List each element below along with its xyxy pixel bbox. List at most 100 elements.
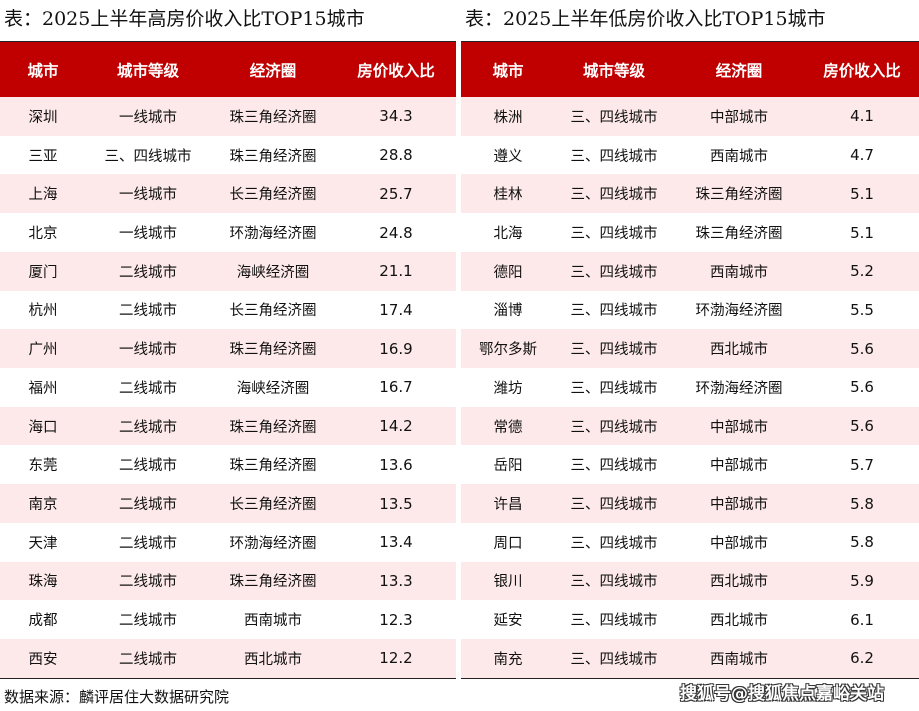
region-cell: 长三角经济圈 [229,497,317,514]
ratio-cell: 5.5 [850,300,874,319]
city-cell: 银川 [493,574,523,591]
right-table-title: 表：2025上半年低房价收入比TOP15城市 [465,8,826,30]
city-cell: 株洲 [493,109,523,126]
region-cell: 珠三角经济圈 [229,342,317,359]
region-cell: 西北城市 [710,613,768,630]
header-cell: 城市等级 [116,60,179,80]
ratio-cell: 5.8 [850,494,874,513]
tier-cell: 二线城市 [119,651,177,668]
ratio-cell: 6.1 [850,610,874,629]
region-cell: 长三角经济圈 [229,187,317,204]
region-cell: 环渤海经济圈 [229,226,317,243]
ratio-cell: 5.9 [850,571,874,590]
ratio-cell: 5.2 [850,262,874,281]
table-row: 海口 二线城市 珠三角经济圈 14.2 [0,406,456,446]
header-cell: 房价收入比 [823,60,901,80]
city-cell: 延安 [493,613,523,630]
table-row: 潍坊 三、四线城市 环渤海经济圈 5.6 [461,368,919,407]
table-row: 杭州 二线城市 长三角经济圈 17.4 [0,291,456,330]
city-cell: 北京 [28,226,58,243]
city-cell: 桂林 [493,187,523,204]
ratio-cell: 14.2 [379,417,413,436]
tier-cell: 三、四线城市 [570,187,658,204]
city-cell: 上海 [28,187,58,204]
tier-cell: 二线城市 [119,613,177,630]
region-cell: 西北城市 [710,342,768,359]
header-cell: 城市 [27,60,59,80]
ratio-cell: 17.4 [379,300,413,319]
ratio-cell: 13.5 [379,494,413,513]
ratio-cell: 12.3 [379,610,413,629]
ratio-cell: 21.1 [379,262,413,281]
region-cell: 中部城市 [710,497,768,514]
ratio-cell: 16.9 [379,339,413,358]
region-cell: 环渤海经济圈 [695,380,783,397]
city-cell: 厦门 [28,264,58,281]
city-cell: 遵义 [493,148,523,165]
city-cell: 西安 [28,651,58,668]
city-cell: 潍坊 [493,380,523,397]
region-cell: 海峡经济圈 [236,380,310,397]
tier-cell: 二线城市 [119,264,177,281]
region-cell: 长三角经济圈 [229,303,317,320]
city-cell: 海口 [28,419,58,436]
city-cell: 常德 [493,419,523,436]
header-cell: 经济圈 [249,60,297,80]
table-row: 珠海 二线城市 珠三角经济圈 13.3 [0,561,456,601]
ratio-cell: 5.6 [850,417,874,436]
city-cell: 鄂尔多斯 [479,342,537,359]
region-cell: 西北城市 [244,651,302,668]
header-cell: 经济圈 [715,60,763,80]
region-cell: 珠三角经济圈 [229,148,317,165]
tier-cell: 三、四线城市 [570,535,658,552]
tier-cell: 三、四线城市 [570,574,658,591]
region-cell: 中部城市 [710,109,768,126]
ratio-cell: 6.2 [850,649,874,668]
table-row: 周口 三、四线城市 中部城市 5.8 [461,523,919,562]
table-row: 深圳 一线城市 珠三角经济圈 34.3 [0,97,456,136]
high-ratio-table: 城市 城市等级 经济圈 房价收入比 深圳 一线城市 珠三角经济圈 34.3 三亚 三、四线城市 珠三… [0,41,456,679]
region-cell: 中部城市 [710,458,768,475]
ratio-cell: 5.1 [850,223,874,242]
region-cell: 西南城市 [710,651,768,668]
left-table-title: 表：2025上半年高房价收入比TOP15城市 [4,8,365,30]
table-row: 成都 二线城市 西南城市 12.3 [0,600,456,639]
table-row: 南充 三、四线城市 西南城市 6.2 [461,639,919,678]
region-cell: 珠三角经济圈 [229,574,317,591]
city-cell: 南充 [493,651,523,668]
city-cell: 成都 [28,613,58,630]
table-row: 天津 二线城市 环渤海经济圈 13.4 [0,523,456,562]
tier-cell: 一线城市 [119,226,177,243]
tier-cell: 一线城市 [119,342,177,359]
table-row: 株洲 三、四线城市 中部城市 4.1 [461,97,919,136]
ratio-cell: 28.8 [379,146,413,165]
ratio-cell: 5.8 [850,533,874,552]
table-row: 上海 一线城市 长三角经济圈 25.7 [0,174,456,214]
tier-cell: 二线城市 [119,419,177,436]
region-cell: 西南城市 [710,264,768,281]
tier-cell: 二线城市 [119,380,177,397]
city-cell: 岳阳 [493,458,523,475]
table-header: 城市 城市等级 经济圈 房价收入比 [0,42,456,97]
tier-cell: 三、四线城市 [104,148,192,165]
header-cell: 城市 [492,60,524,80]
header-cell: 房价收入比 [357,60,435,80]
table-row: 北海 三、四线城市 珠三角经济圈 5.1 [461,213,919,252]
city-cell: 杭州 [28,303,58,320]
city-cell: 深圳 [28,109,58,126]
tier-cell: 一线城市 [119,187,177,204]
city-cell: 广州 [28,342,58,359]
tier-cell: 三、四线城市 [570,497,658,514]
table-row: 德阳 三、四线城市 西南城市 5.2 [461,251,919,291]
region-cell: 珠三角经济圈 [695,187,783,204]
table-row: 延安 三、四线城市 西北城市 6.1 [461,600,919,639]
tier-cell: 三、四线城市 [570,651,658,668]
ratio-cell: 5.6 [850,378,874,397]
region-cell: 珠三角经济圈 [229,109,317,126]
table-row: 三亚 三、四线城市 珠三角经济圈 28.8 [0,136,456,175]
data-source: 数据来源：麟评居住大数据研究院 [4,688,230,706]
tier-cell: 二线城市 [119,303,177,320]
tier-cell: 二线城市 [119,574,177,591]
city-cell: 南京 [28,497,58,514]
table-row: 银川 三、四线城市 西北城市 5.9 [461,561,919,601]
